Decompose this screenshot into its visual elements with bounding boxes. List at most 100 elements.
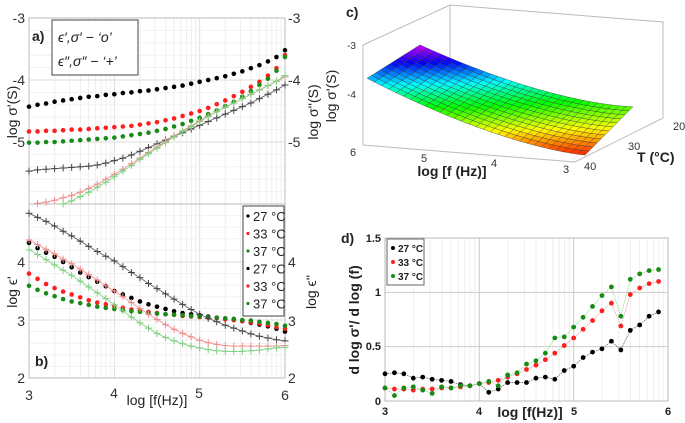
data-point-1 [52, 285, 57, 291]
data-point-plus-3 [59, 164, 67, 172]
data-point-2 [420, 387, 426, 393]
data-point-1 [429, 386, 435, 392]
data-point-plus-5 [230, 99, 238, 107]
data-point-2 [656, 267, 661, 272]
data-point-plus-5 [110, 301, 118, 309]
data-point-plus-3 [213, 114, 221, 122]
data-point-plus-5 [102, 295, 110, 303]
data-point-2 [486, 379, 492, 384]
data-point-plus-5 [25, 246, 33, 254]
data-point-plus-5 [221, 103, 229, 111]
data-point-1 [231, 93, 237, 99]
panel-a-plot [25, 47, 289, 208]
data-point-1 [52, 128, 57, 134]
data-point-2 [410, 384, 416, 390]
data-point-plus-5 [196, 118, 204, 126]
data-point-plus-4 [110, 287, 118, 295]
data-point-2 [214, 315, 220, 320]
surface-patch [577, 150, 590, 156]
data-point-2 [146, 130, 151, 135]
data-point-plus-3 [25, 209, 33, 217]
data-point-0 [420, 374, 426, 380]
c-xtick: 4 [491, 158, 497, 170]
data-point-plus-3 [187, 306, 195, 314]
data-point-0 [180, 83, 185, 88]
data-point-plus-5 [221, 347, 229, 355]
data-point-plus-5 [34, 250, 42, 258]
data-point-2 [552, 335, 558, 341]
data-point-0 [533, 375, 539, 381]
data-point-0 [590, 349, 595, 355]
legend-label: 33 °C [253, 279, 286, 294]
data-point-plus-3 [230, 106, 238, 114]
data-point-plus-5 [93, 289, 101, 297]
legend-entry-double-prime: ϵ″,σ″ − ‘+’ [58, 53, 118, 69]
legend-marker [246, 284, 250, 288]
data-point-1 [180, 113, 185, 119]
data-point-2 [171, 124, 177, 129]
data-point-plus-3 [76, 237, 84, 245]
d-xtick: 4 [476, 406, 483, 418]
data-point-0 [222, 73, 228, 79]
data-point-2 [240, 317, 245, 323]
data-point-plus-5 [68, 197, 76, 205]
data-point-plus-5 [51, 261, 59, 269]
data-point-0 [129, 90, 134, 95]
data-point-plus-5 [204, 346, 212, 354]
data-point-plus-5 [272, 77, 280, 85]
data-point-0 [154, 304, 160, 309]
data-point-1 [533, 362, 539, 368]
data-point-plus-5 [238, 347, 246, 355]
data-point-0 [214, 75, 220, 81]
data-point-1 [524, 367, 529, 372]
data-point-plus-3 [127, 268, 135, 276]
data-point-plus-5 [204, 113, 212, 121]
data-point-1 [35, 129, 40, 134]
data-point-plus-5 [76, 277, 84, 285]
data-point-plus-5 [213, 347, 221, 355]
data-point-plus-5 [144, 150, 152, 158]
data-point-2 [382, 385, 388, 391]
data-point-0 [146, 88, 151, 93]
b-ytick: 2 [17, 370, 25, 386]
data-point-1 [77, 295, 83, 300]
data-point-2 [137, 131, 143, 137]
data-point-0 [656, 309, 661, 315]
data-point-2 [180, 313, 185, 318]
data-point-plus-5 [136, 319, 144, 327]
data-point-plus-5 [230, 347, 238, 355]
b-ytick: 3 [17, 313, 25, 329]
data-point-plus-5 [255, 86, 263, 94]
data-point-0 [69, 96, 74, 102]
data-point-2 [52, 293, 57, 299]
b-y2tick: 4 [288, 254, 296, 270]
panel-d-legend: 27 °C 33 °C 37 °C [386, 238, 425, 286]
data-point-0 [382, 371, 388, 377]
data-point-0 [171, 84, 177, 90]
data-point-2 [274, 68, 279, 73]
data-point-0 [599, 346, 605, 352]
d-ytick: 0 [375, 396, 381, 408]
data-point-plus-5 [179, 127, 187, 135]
data-point-1 [94, 300, 100, 305]
data-point-0 [552, 376, 558, 382]
data-point-0 [265, 59, 271, 64]
legend-marker [246, 249, 250, 253]
data-point-0 [77, 95, 83, 101]
a-ytick: -5 [13, 134, 26, 150]
data-point-plus-4 [93, 276, 101, 284]
data-point-plus-5 [264, 82, 272, 90]
data-point-plus-5 [42, 256, 50, 264]
panel-b-label: b) [35, 353, 48, 369]
data-point-0 [188, 81, 194, 87]
data-point-1 [627, 292, 633, 297]
legend-label: 27 °C [253, 209, 286, 224]
series-line-3 [28, 84, 286, 172]
data-point-plus-3 [59, 227, 67, 235]
data-point-plus-5 [213, 108, 221, 116]
data-point-plus-5 [59, 200, 67, 208]
data-point-2 [467, 383, 473, 389]
data-point-plus-3 [110, 157, 118, 165]
panel-b-legend: 27 °C 33 °C 37 °C 27 °C 33 °C 37 °C [242, 205, 286, 317]
data-point-0 [112, 91, 117, 97]
